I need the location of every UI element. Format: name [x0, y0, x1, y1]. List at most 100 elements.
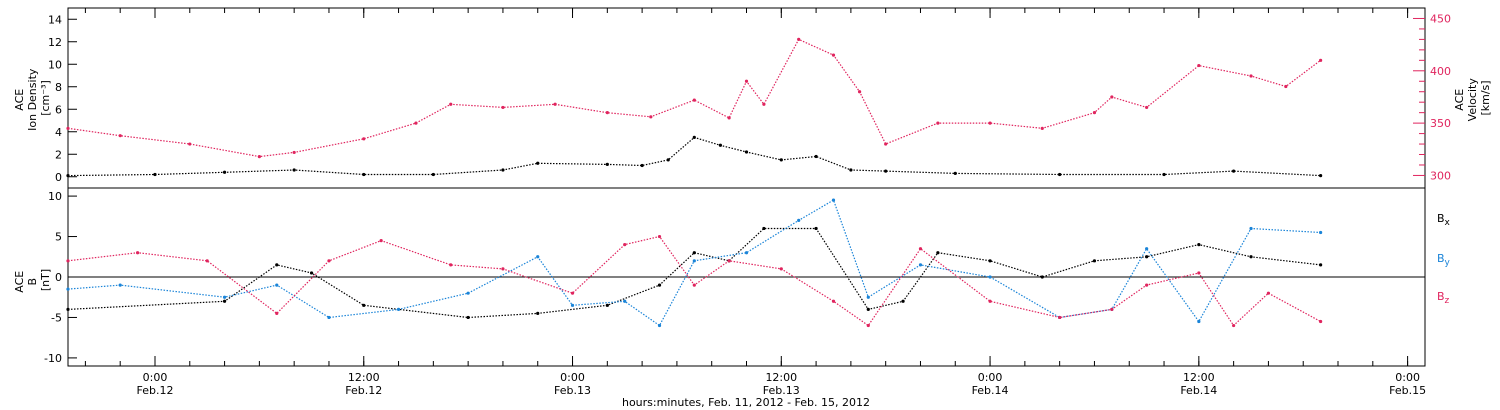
velocity-point: [66, 126, 70, 130]
velocity-point: [188, 142, 192, 146]
top-right-axis-label: ACE Velocity [km/s]: [1453, 75, 1492, 122]
velocity-point: [1197, 63, 1201, 68]
top-right-tick-label: 300: [1430, 169, 1451, 182]
top-left-tick-label: 10: [48, 58, 62, 71]
bz-point: [449, 263, 453, 267]
bx-point: [275, 263, 279, 267]
x-tick-time-label: 0:00: [1395, 371, 1420, 384]
top-left-axis-label: ACE Ion Density [cm⁻³]: [13, 65, 52, 131]
x-tick-date-label: Feb.15: [1389, 384, 1426, 397]
top-left-label-line1: ACE: [13, 89, 26, 111]
density-point: [1232, 169, 1236, 173]
top-left-label-line2: Ion Density: [26, 68, 39, 131]
bx-point: [936, 251, 940, 255]
by-point: [1319, 230, 1323, 235]
by-point: [570, 303, 575, 307]
density-point: [814, 154, 818, 159]
x-tick-time-label: 0:00: [143, 371, 168, 384]
bz-series-line: [67, 235, 1321, 327]
x-tick-time-label: 0:00: [560, 371, 585, 384]
legend-bx-main: B: [1437, 212, 1445, 225]
top-left-tick-label: 6: [55, 103, 62, 116]
bz-point: [1110, 307, 1114, 311]
x-tick-time-label: 0:00: [978, 371, 1003, 384]
top-left-tick-label: 0: [55, 171, 62, 184]
bx-point: [309, 271, 314, 275]
by-point: [1145, 247, 1149, 251]
bx-point: [536, 311, 540, 316]
density-point: [536, 161, 540, 165]
bottom-left-tick-label: 0: [55, 271, 62, 284]
density-point: [1058, 172, 1062, 177]
density-point: [640, 163, 644, 168]
by-point: [118, 283, 122, 287]
bz-point: [657, 234, 662, 239]
top-left-tick-label: 12: [48, 36, 62, 49]
density-point: [362, 172, 366, 177]
x-tick-date-label: Feb.13: [763, 384, 800, 397]
bottom-left-label-line1: ACE: [13, 271, 26, 293]
by-point: [623, 299, 627, 303]
velocity-point: [1319, 58, 1323, 62]
velocity-series-line: [67, 38, 1321, 158]
bottom-left-axis-label: ACE B [nT]: [13, 267, 52, 292]
density-point: [222, 170, 227, 174]
legend-by-main: B: [1437, 252, 1445, 265]
bz-point: [1197, 271, 1201, 275]
velocity-point: [857, 90, 862, 94]
bz-point: [1145, 283, 1149, 287]
bottom-left-label-line2: B: [26, 278, 39, 286]
bz-point: [205, 259, 209, 263]
top-right-label-line3: [km/s]: [1479, 80, 1492, 115]
legend-by-sub: y: [1445, 258, 1451, 268]
bx-point: [466, 315, 470, 320]
velocity-point: [649, 115, 653, 119]
bz-point: [623, 243, 627, 247]
velocity-point: [1249, 74, 1253, 78]
legend-bx: Bx: [1437, 212, 1451, 228]
x-tick-date-label: Feb.14: [972, 384, 1009, 397]
density-point: [153, 172, 157, 177]
bx-point: [1249, 255, 1253, 259]
velocity-point: [744, 79, 749, 83]
by-point: [1197, 319, 1201, 324]
velocity-point: [449, 102, 453, 106]
by-point: [988, 275, 992, 279]
top-right-label-line1: ACE: [1453, 89, 1466, 111]
legend-bz: Bz: [1437, 290, 1450, 306]
velocity-point: [553, 102, 557, 106]
bz-point: [1058, 315, 1062, 320]
bottom-left-tick-label: -10: [44, 352, 62, 365]
x-tick-time-label: 12:00: [348, 371, 380, 384]
bz-point: [727, 259, 731, 263]
bottom-left-tick-label: 10: [48, 190, 62, 203]
bz-point: [918, 247, 923, 251]
velocity-point: [692, 98, 696, 102]
by-point: [66, 287, 70, 291]
velocity-point: [1092, 111, 1097, 115]
density-point: [1319, 174, 1323, 178]
bx-point: [1040, 275, 1044, 279]
bx-point: [866, 307, 870, 311]
by-point: [396, 307, 401, 311]
by-series-line: [67, 199, 1321, 327]
velocity-point: [257, 155, 261, 159]
velocity-point: [936, 121, 940, 125]
density-point: [744, 150, 749, 154]
bx-point: [66, 307, 70, 311]
bz-point: [135, 251, 140, 255]
bz-point: [66, 259, 70, 263]
bz-point: [275, 311, 279, 316]
velocity-point: [1284, 84, 1288, 89]
top-left-tick-label: 8: [55, 81, 62, 94]
top-left-tick-label: 4: [55, 126, 62, 139]
by-point: [275, 283, 279, 287]
bx-point: [814, 226, 818, 231]
by-point: [797, 218, 801, 222]
bx-point: [657, 283, 662, 287]
density-point: [884, 169, 888, 173]
by-point: [744, 251, 749, 255]
bx-point: [692, 251, 696, 255]
density-point: [66, 174, 70, 178]
legend-bx-sub: x: [1445, 218, 1451, 228]
